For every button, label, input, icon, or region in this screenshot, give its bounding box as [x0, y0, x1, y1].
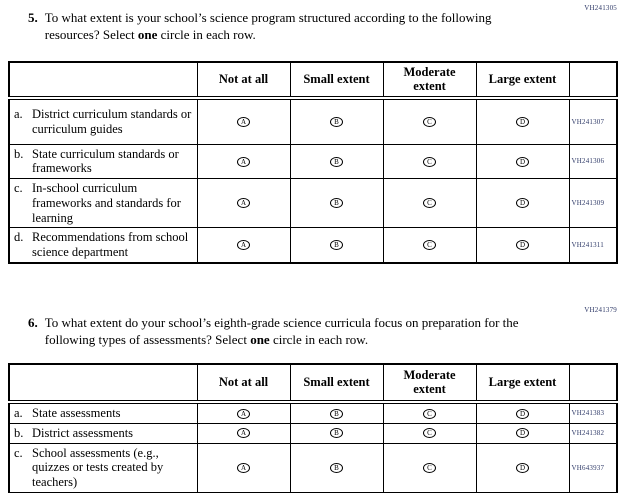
- question6-text: To what extent do your school’s eighth-g…: [45, 314, 550, 348]
- question6: 6. To what extent do your school’s eight…: [28, 314, 550, 348]
- row-admin-code: VH241307: [568, 97, 618, 145]
- row-label-text: District curriculum standards or curricu…: [32, 107, 192, 136]
- option-circle-small-extent[interactable]: B: [330, 156, 343, 167]
- column-header-small-extent: Small extent: [289, 61, 384, 100]
- row-label-text: Recommendations from school science depa…: [32, 230, 189, 259]
- option-circle-small-extent[interactable]: B: [330, 462, 343, 473]
- question5-bold-word: one: [137, 27, 158, 43]
- empty-code-header-cell: [568, 61, 618, 100]
- option-circle-moderate-extent[interactable]: C: [423, 156, 436, 167]
- row-label-text: State curriculum standards or frameworks: [32, 146, 179, 176]
- row-admin-code: VH643937: [568, 442, 618, 493]
- row-letter: b.: [14, 425, 24, 440]
- option-circle-large-extent[interactable]: D: [516, 240, 529, 251]
- column-header-moderate-extent: Moderate extent: [382, 61, 477, 100]
- row-letter: c.: [14, 445, 23, 460]
- row-label: a. State assessments: [8, 401, 198, 424]
- option-circle-not-at-all[interactable]: A: [237, 117, 250, 128]
- column-header-not-at-all: Not at all: [196, 61, 291, 100]
- table-row: a. State assessments A B C D VH241383: [8, 401, 618, 424]
- column-header-large-extent: Large extent: [475, 363, 570, 404]
- question6-text-part1: To what extent do your school’s eighth-g…: [44, 315, 519, 348]
- question5-admin-code: VH241305: [584, 4, 617, 12]
- row-admin-code: VH241311: [568, 227, 618, 264]
- row-label-text: In-school curriculum frameworks and stan…: [32, 181, 181, 225]
- option-circle-moderate-extent[interactable]: C: [423, 408, 436, 419]
- table-row: b. State curriculum standards or framewor…: [8, 143, 618, 179]
- question5: 5. To what extent is your school’s scien…: [28, 9, 493, 43]
- row-admin-code: VH241306: [568, 143, 618, 179]
- empty-header-cell: [8, 61, 198, 100]
- table-row: c. In-school curriculum frameworks and st…: [8, 177, 618, 229]
- row-letter: a.: [14, 107, 23, 121]
- row-label: b. State curriculum standards or framewor…: [8, 143, 198, 179]
- row-label-text: School assessments (e.g., quizzes or tes…: [32, 445, 164, 490]
- row-label: a. District curriculum standards or curri…: [8, 97, 198, 145]
- empty-header-cell: [8, 363, 198, 404]
- row-label-text: State assessments: [32, 406, 121, 420]
- option-circle-small-extent[interactable]: B: [330, 240, 343, 251]
- option-circle-small-extent[interactable]: B: [330, 428, 343, 439]
- column-header-small-extent: Small extent: [289, 363, 384, 404]
- option-circle-large-extent[interactable]: D: [516, 117, 529, 128]
- option-circle-moderate-extent[interactable]: C: [423, 198, 436, 209]
- option-circle-not-at-all[interactable]: A: [237, 462, 250, 473]
- row-label: c. In-school curriculum frameworks and st…: [8, 177, 198, 229]
- header-row: Not at all Small extent Moderate extent …: [8, 61, 618, 100]
- option-circle-not-at-all[interactable]: A: [237, 240, 250, 251]
- option-circle-small-extent[interactable]: B: [330, 408, 343, 419]
- table-row: b. District assessments A B C D VH241382: [8, 422, 618, 444]
- row-label: c. School assessments (e.g., quizzes or t…: [8, 442, 198, 493]
- question6-number: 6.: [28, 315, 38, 330]
- column-header-large-extent: Large extent: [475, 61, 570, 100]
- option-circle-large-extent[interactable]: D: [516, 156, 529, 167]
- question5-table: Not at all Small extent Moderate extent …: [8, 61, 618, 264]
- header-row: Not at all Small extent Moderate extent …: [8, 363, 618, 404]
- column-header-moderate-extent: Moderate extent: [382, 363, 477, 404]
- option-circle-large-extent[interactable]: D: [516, 198, 529, 209]
- empty-code-header-cell: [568, 363, 618, 404]
- column-header-not-at-all: Not at all: [196, 363, 291, 404]
- question5-text-part2: circle in each row.: [160, 27, 256, 43]
- option-circle-not-at-all[interactable]: A: [237, 408, 250, 419]
- option-circle-large-extent[interactable]: D: [516, 428, 529, 439]
- question6-bold-word: one: [250, 332, 270, 348]
- question6-text-part2: circle in each row.: [272, 332, 369, 348]
- question5-text: To what extent is your school’s science …: [45, 9, 493, 43]
- row-label: b. District assessments: [8, 422, 198, 444]
- row-letter: a.: [14, 406, 23, 420]
- row-letter: d.: [14, 230, 24, 245]
- option-circle-small-extent[interactable]: B: [330, 198, 343, 209]
- option-circle-moderate-extent[interactable]: C: [423, 428, 436, 439]
- option-circle-not-at-all[interactable]: A: [237, 156, 250, 167]
- option-circle-moderate-extent[interactable]: C: [423, 240, 436, 251]
- row-admin-code: VH241383: [568, 401, 618, 424]
- row-admin-code: VH241309: [568, 177, 618, 229]
- option-circle-not-at-all[interactable]: A: [237, 428, 250, 439]
- option-circle-moderate-extent[interactable]: C: [423, 462, 436, 473]
- question6-table: Not at all Small extent Moderate extent …: [8, 363, 618, 493]
- option-circle-large-extent[interactable]: D: [516, 408, 529, 419]
- row-label-text: District assessments: [32, 425, 134, 440]
- row-label: d. Recommendations from school science de…: [8, 227, 198, 264]
- option-circle-not-at-all[interactable]: A: [237, 198, 250, 209]
- row-letter: c.: [14, 181, 23, 195]
- table-row: d. Recommendations from school science de…: [8, 227, 618, 264]
- table-row: a. District curriculum standards or curri…: [8, 97, 618, 145]
- option-circle-small-extent[interactable]: B: [330, 117, 343, 128]
- question5-number: 5.: [28, 10, 38, 25]
- option-circle-moderate-extent[interactable]: C: [423, 117, 436, 128]
- option-circle-large-extent[interactable]: D: [516, 462, 529, 473]
- question6-admin-code: VH241379: [584, 306, 617, 314]
- row-admin-code: VH241382: [568, 422, 618, 444]
- table-row: c. School assessments (e.g., quizzes or t…: [8, 442, 618, 493]
- row-letter: b.: [14, 146, 24, 161]
- question5-text-part1: To what extent is your school’s science …: [44, 10, 492, 43]
